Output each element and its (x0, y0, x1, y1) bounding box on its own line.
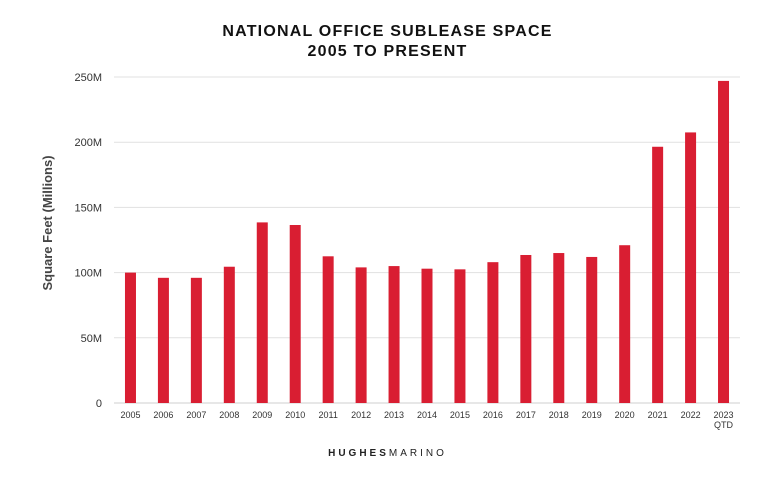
x-tick-label: 2015 (450, 410, 470, 420)
x-tick-layer: 2005 2006 2007 2008 2009 2010 2011 2012 2013 2014… (120, 410, 733, 430)
y-axis-label: Square Feet (Millions) (40, 155, 55, 290)
bar-layer (124, 80, 730, 404)
chart-title: NATIONAL OFFICE SUBLEASE SPACE 2005 TO P… (0, 22, 775, 62)
bar (520, 254, 532, 403)
x-tick-label: 2006 (153, 410, 173, 420)
bar (685, 132, 697, 404)
x-tick-label: 2022 (681, 410, 701, 420)
x-tick-label: 2023 QTD (714, 410, 734, 430)
brand-logo-part-1: HUGHES (328, 448, 389, 459)
x-tick-label: 2018 (549, 410, 569, 420)
y-tick-label: 200M (74, 137, 102, 149)
x-tick-label: 2012 (351, 410, 371, 420)
bar (586, 256, 598, 403)
x-tick-label: 2020 (615, 410, 635, 420)
bar (124, 272, 136, 403)
bar (652, 146, 664, 403)
x-tick-label: 2014 (417, 410, 437, 420)
x-tick-label: 2021 (648, 410, 668, 420)
chart-title-line-2: 2005 TO PRESENT (307, 43, 468, 60)
bar (718, 80, 730, 404)
bar (355, 267, 367, 403)
x-tick-label: 2017 (516, 410, 536, 420)
y-tick-label: 100M (74, 268, 102, 280)
y-tick-label: 150M (74, 202, 102, 214)
y-tick-label: 0 (96, 398, 102, 410)
x-tick-label: 2008 (219, 410, 239, 420)
x-tick-label: 2019 (582, 410, 602, 420)
bar (322, 256, 334, 403)
bar (157, 277, 169, 403)
brand-logo: HUGHESMARINO (0, 448, 775, 459)
x-tick-label: 2007 (186, 410, 206, 420)
chart-title-line-1: NATIONAL OFFICE SUBLEASE SPACE (222, 23, 553, 40)
y-tick-label: 50M (81, 333, 102, 345)
brand-logo-part-2: MARINO (388, 448, 447, 459)
bar (388, 266, 400, 403)
x-tick-label: 2016 (483, 410, 503, 420)
bar (421, 268, 433, 403)
bar (553, 253, 565, 403)
bar (190, 277, 202, 403)
x-tick-label: 2011 (318, 410, 337, 420)
y-tick-label: 250M (74, 72, 102, 84)
bar (454, 269, 466, 403)
bar (487, 262, 499, 403)
x-tick-label: 2010 (285, 410, 305, 420)
x-tick-label: 2009 (252, 410, 272, 420)
x-tick-label: 2005 (120, 410, 140, 420)
x-tick-label: 2013 (384, 410, 404, 420)
bar (619, 245, 631, 403)
bar (289, 225, 301, 403)
bar (223, 266, 235, 403)
bar (256, 222, 268, 403)
y-tick-layer: 0 50M 100M 150M 200M 250M (74, 72, 102, 410)
